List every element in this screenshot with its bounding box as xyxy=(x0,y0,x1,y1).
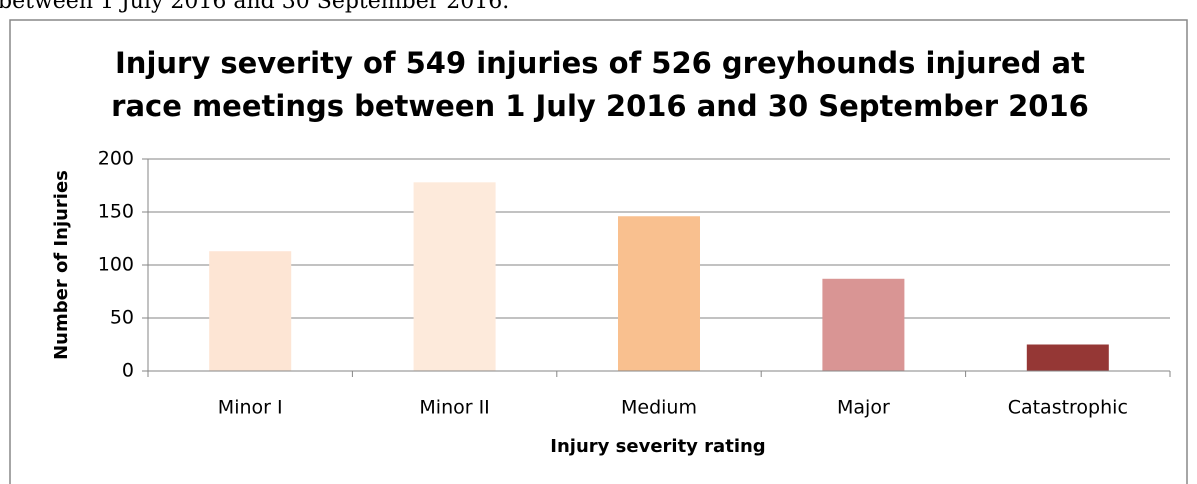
chart-subtitle: race meetings between 1 July 2016 and 30… xyxy=(111,89,1089,123)
x-tick-label: Minor I xyxy=(218,397,283,419)
bar xyxy=(1026,344,1109,371)
y-tick-label: 50 xyxy=(110,307,134,329)
y-tick-label: 200 xyxy=(98,148,134,170)
x-tick-label: Medium xyxy=(621,397,697,419)
x-tick-label: Catastrophic xyxy=(1008,397,1128,419)
y-tick-label: 0 xyxy=(122,360,134,382)
chart-title: Injury severity of 549 injuries of 526 g… xyxy=(115,46,1085,80)
bar xyxy=(209,251,292,371)
bar xyxy=(413,182,496,371)
y-axis-title: Number of Injuries xyxy=(51,170,72,360)
bar xyxy=(618,216,700,371)
bar xyxy=(822,278,905,371)
y-tick-label: 150 xyxy=(98,201,134,223)
x-tick-label: Minor II xyxy=(419,397,489,419)
x-axis-title: Injury severity rating xyxy=(550,436,765,457)
x-tick-label: Major xyxy=(837,397,890,419)
y-tick-label: 100 xyxy=(98,254,134,276)
chart-border xyxy=(9,19,1188,484)
context-text: between 1 July 2016 and 30 September 201… xyxy=(0,0,509,14)
